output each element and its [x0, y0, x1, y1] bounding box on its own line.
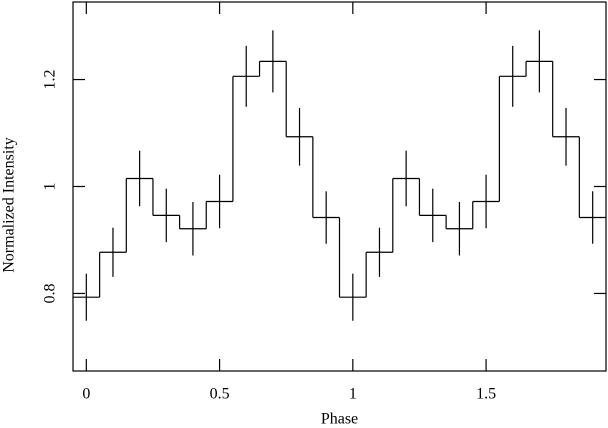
- x-tick-label: 1.5: [476, 386, 496, 403]
- x-axis-label: Phase: [321, 411, 358, 428]
- x-tick-label: 0.5: [210, 386, 230, 403]
- y-tick-label: 1: [42, 183, 59, 191]
- x-tick-label: 0: [82, 386, 90, 403]
- y-tick-label: 1.2: [42, 70, 59, 90]
- y-tick-label: 0.8: [42, 283, 59, 303]
- y-axis-label: Normalized Intensity: [1, 137, 18, 273]
- x-tick-label: 1: [349, 386, 357, 403]
